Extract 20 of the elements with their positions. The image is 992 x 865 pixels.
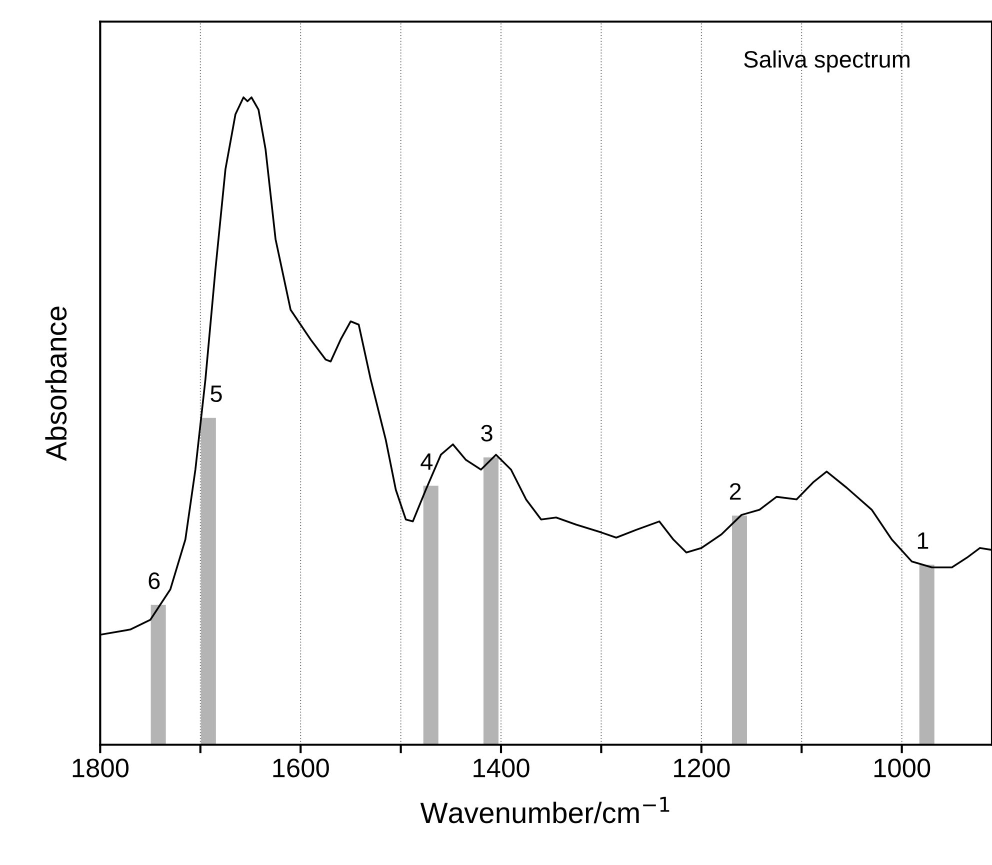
bar	[200, 418, 216, 745]
bar	[150, 604, 166, 745]
annotation: 1	[918, 532, 928, 549]
annotation: 5	[210, 386, 222, 402]
y-axis-title: Absorbance	[45, 306, 67, 461]
bar	[483, 457, 498, 745]
x-tick-label: 1400	[474, 758, 530, 778]
bar	[732, 516, 748, 745]
annotation: 4	[420, 454, 433, 470]
x-tick-label: 1600	[273, 758, 329, 778]
annotation: 3	[481, 424, 492, 442]
text: Saliva spectrum	[744, 50, 910, 72]
x-tick-label: 1000	[874, 758, 930, 778]
x-tick-label: 1800	[72, 758, 129, 778]
x-tick-label: 1200	[674, 758, 730, 778]
annotation: 6	[148, 572, 160, 590]
bar	[919, 564, 934, 745]
bar	[423, 486, 438, 745]
x-axis-title: Wavenumber/cm$^{−1}$	[420, 796, 670, 824]
annotation: 2	[730, 483, 741, 500]
